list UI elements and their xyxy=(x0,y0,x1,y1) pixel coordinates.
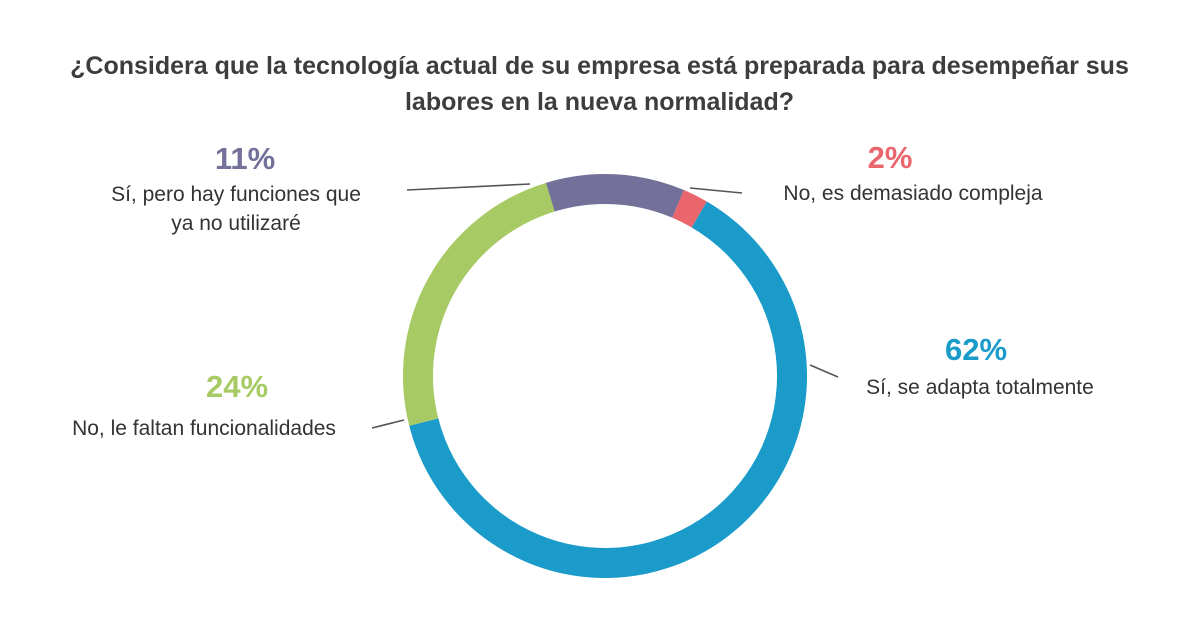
category-label-no_compleja-line-1: No, es demasiado compleja xyxy=(783,182,1042,205)
slice-no_faltan xyxy=(403,182,555,426)
chart-title: ¿Considera que la tecnología actual de s… xyxy=(0,48,1199,120)
category-label-si_funciones-line-2: ya no utilizaré xyxy=(171,212,301,235)
chart-title-line-2: labores en la nueva normalidad? xyxy=(404,88,794,116)
leader-line-si_adapta xyxy=(809,364,839,378)
slice-si_funciones xyxy=(545,173,684,218)
leader-line-si_funciones xyxy=(406,183,531,191)
pct-label-si_funciones: 11% xyxy=(215,141,275,176)
leader-line-no_faltan xyxy=(371,419,405,429)
category-label-no_faltan-line-1: No, le faltan funcionalidades xyxy=(72,417,336,440)
category-label-si_funciones-line-1: Sí, pero hay funciones que xyxy=(111,183,361,206)
category-label-si_adapta-line-1: Sí, se adapta totalmente xyxy=(866,376,1094,399)
chart-title-line-1: ¿Considera que la tecnología actual de s… xyxy=(70,52,1129,80)
pct-label-no_faltan: 24% xyxy=(206,369,268,404)
leader-line-no_compleja xyxy=(689,187,743,194)
pct-label-si_adapta: 62% xyxy=(945,332,1007,367)
slice-no_compleja xyxy=(672,190,707,228)
pct-label-no_compleja: 2% xyxy=(868,140,913,175)
